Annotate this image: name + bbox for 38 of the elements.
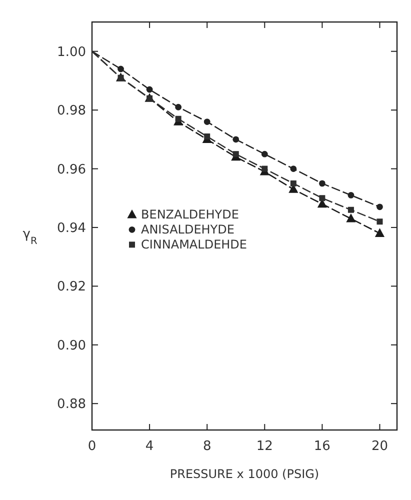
y-tick-label: 0.94 <box>57 220 86 236</box>
y-tick-label: 0.98 <box>57 104 86 119</box>
point <box>290 180 296 186</box>
point <box>146 86 153 93</box>
point <box>204 133 210 140</box>
y-tick-label: 0.96 <box>57 162 86 178</box>
point <box>262 166 268 172</box>
point <box>318 180 326 187</box>
point <box>376 218 383 225</box>
point <box>376 204 383 210</box>
legend-label: CINNAMALDEHDE <box>141 238 247 252</box>
point <box>374 228 385 237</box>
legend-label: ANISALDEHYDE <box>141 222 234 237</box>
y-axis-title: γ$_{R}$ <box>22 227 38 246</box>
point <box>348 192 354 198</box>
y-tick-label: 1.00 <box>57 44 86 60</box>
point <box>175 116 182 122</box>
legend-label: BENZALDEHYDE <box>141 208 239 222</box>
y-tick-label: 0.88 <box>57 397 86 412</box>
y-tick-label: 0.92 <box>57 280 86 295</box>
point <box>290 166 297 172</box>
point <box>118 66 124 72</box>
x-tick-label: 8 <box>202 439 212 454</box>
point <box>261 150 268 158</box>
point <box>346 213 356 222</box>
x-axis-title: PRESSURE x 1000 (PSIG) <box>170 467 320 481</box>
x-tick-label: 20 <box>371 439 388 454</box>
y-tick-label: 0.90 <box>57 338 86 354</box>
point <box>232 151 239 158</box>
x-tick-label: 4 <box>145 439 154 454</box>
point <box>232 136 240 143</box>
x-tick-label: 0 <box>88 439 96 454</box>
point <box>204 118 210 125</box>
point <box>175 104 182 110</box>
point <box>319 195 326 202</box>
point <box>348 206 354 213</box>
x-tick-label: 16 <box>314 439 330 454</box>
x-tick-label: 12 <box>256 439 273 454</box>
